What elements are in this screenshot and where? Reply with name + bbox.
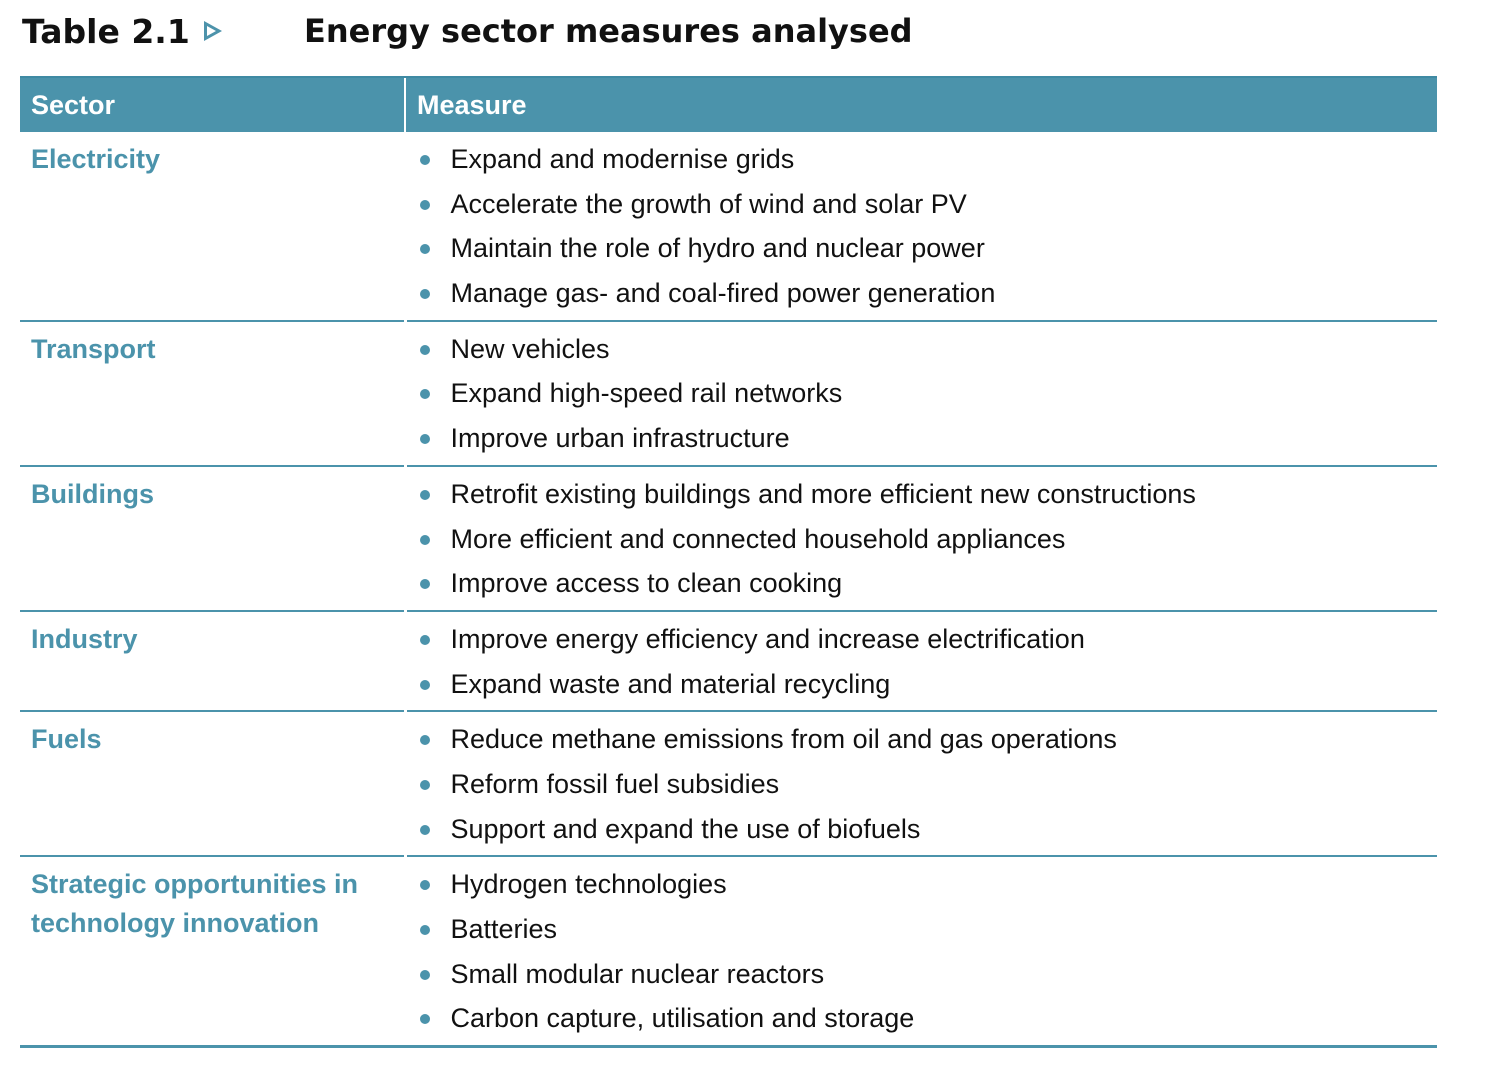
bullet-icon [419, 1014, 430, 1025]
table-row: Industry Improve energy efficiency and in… [20, 610, 1438, 713]
sector-cell: Strategic opportunities in technology in… [20, 856, 406, 1049]
list-item: Manage gas- and coal-fired power generat… [407, 271, 1438, 316]
measures-table: Sector Measure Electricity Expand and mod… [20, 76, 1438, 1049]
measure-text: Carbon capture, utilisation and storage [450, 1003, 915, 1034]
list-item: Expand and modernise grids [407, 137, 1438, 182]
measure-text: Support and expand the use of biofuels [450, 813, 921, 844]
list-item: Reform fossil fuel subsidies [407, 762, 1438, 807]
measure-list: Hydrogen technologies Batteries Small modu… [407, 862, 1438, 1045]
measure-text: Improve urban infrastructure [450, 423, 790, 454]
list-item: Carbon capture, utilisation and storage [407, 996, 1438, 1041]
list-item: Expand high-speed rail networks [407, 371, 1438, 416]
table-row: Strategic opportunities in technology in… [20, 856, 1438, 1049]
bullet-icon [419, 925, 430, 935]
arrow-right-icon [203, 21, 222, 41]
list-item: Improve urban infrastructure [407, 416, 1438, 461]
bullet-icon [419, 289, 430, 300]
sector-cell: Industry [20, 610, 406, 713]
measure-text: Improve access to clean cooking [450, 568, 843, 599]
measure-text: New vehicles [450, 333, 610, 364]
measure-cell: Hydrogen technologies Batteries Small modu… [403, 856, 1438, 1049]
column-header-sector: Sector [20, 76, 405, 132]
bullet-icon [419, 489, 430, 500]
bullet-icon [419, 779, 430, 790]
measure-cell: Retrofit existing buildings and more eff… [403, 465, 1438, 612]
measure-cell: Expand and modernise grids Accelerate the… [403, 132, 1438, 322]
measure-text: Reform fossil fuel subsidies [450, 768, 780, 799]
measure-text: Maintain the role of hydro and nuclear p… [450, 233, 985, 264]
measure-cell: Reduce methane emissions from oil and ga… [403, 711, 1438, 858]
bullet-icon [419, 880, 430, 891]
measure-list: Retrofit existing buildings and more eff… [407, 472, 1438, 610]
measure-cell: Improve energy efficiency and increase e… [403, 610, 1438, 713]
measure-text: More efficient and connected household a… [450, 523, 1066, 554]
bullet-icon [419, 244, 430, 255]
table-row: Electricity Expand and modernise grids Acc… [20, 132, 1438, 322]
measure-text: Retrofit existing buildings and more eff… [450, 478, 1196, 509]
measure-list: Improve energy efficiency and increase e… [407, 617, 1438, 710]
measure-text: Batteries [450, 914, 558, 944]
list-item: Retrofit existing buildings and more eff… [407, 472, 1438, 517]
sector-cell: Transport [20, 320, 406, 467]
table-body: Electricity Expand and modernise grids Acc… [20, 132, 1438, 1049]
bullet-icon [419, 679, 430, 690]
column-header-measure: Measure [404, 76, 1437, 132]
measure-text: Improve energy efficiency and increase e… [450, 623, 1085, 654]
list-item: Hydrogen technologies [407, 862, 1438, 907]
list-item: Batteries [407, 907, 1438, 952]
measure-text: Reduce methane emissions from oil and ga… [450, 724, 1117, 755]
measure-text: Hydrogen technologies [450, 869, 727, 900]
list-item: Expand waste and material recycling [407, 662, 1438, 707]
list-item: Small modular nuclear reactors [407, 952, 1438, 997]
bullet-icon [419, 389, 430, 400]
measure-cell: New vehicles Expand high-speed rail netwo… [403, 320, 1438, 467]
measure-text: Expand and modernise grids [450, 144, 795, 174]
list-item: Reduce methane emissions from oil and ga… [407, 717, 1438, 762]
table-row: Transport New vehicles Expand high-speed r… [20, 320, 1438, 467]
list-item: Improve energy efficiency and increase e… [407, 617, 1438, 662]
bullet-icon [419, 579, 430, 590]
table-row: Buildings Retrofit existing buildings and… [20, 465, 1438, 612]
list-item: Support and expand the use of biofuels [407, 807, 1438, 852]
measure-text: Manage gas- and coal-fired power generat… [450, 278, 996, 309]
measure-list: New vehicles Expand high-speed rail netwo… [407, 327, 1438, 465]
sector-cell: Buildings [20, 465, 406, 612]
list-item: New vehicles [407, 327, 1438, 372]
measure-list: Reduce methane emissions from oil and ga… [407, 717, 1438, 855]
table-title: Energy sector measures analysed [304, 12, 913, 50]
measure-list: Expand and modernise grids Accelerate the… [407, 137, 1438, 320]
table-caption: Table 2.1 [22, 8, 222, 54]
bullet-icon [419, 634, 430, 645]
bullet-icon [419, 199, 430, 210]
table-row: Fuels Reduce methane emissions from oil a… [20, 711, 1438, 858]
measure-text: Expand waste and material recycling [450, 668, 891, 699]
measure-text: Expand high-speed rail networks [450, 378, 843, 409]
bullet-icon [419, 434, 430, 445]
bullet-icon [419, 155, 430, 165]
list-item: Improve access to clean cooking [407, 561, 1438, 606]
list-item: More efficient and connected household a… [407, 517, 1438, 562]
sector-cell: Fuels [20, 711, 406, 858]
bullet-icon [419, 344, 430, 355]
list-item: Accelerate the growth of wind and solar … [407, 182, 1438, 227]
bullet-icon [419, 534, 430, 545]
list-item: Maintain the role of hydro and nuclear p… [407, 226, 1438, 271]
measure-text: Small modular nuclear reactors [450, 958, 825, 989]
header-row: Sector Measure [20, 76, 1437, 132]
measure-text: Accelerate the growth of wind and solar … [450, 188, 967, 219]
table-number: Table 2.1 [22, 11, 190, 51]
sector-cell: Electricity [20, 132, 406, 322]
table-header: Sector Measure [20, 76, 1437, 132]
bullet-icon [419, 735, 430, 746]
bullet-icon [419, 969, 430, 980]
bullet-icon [419, 824, 430, 835]
